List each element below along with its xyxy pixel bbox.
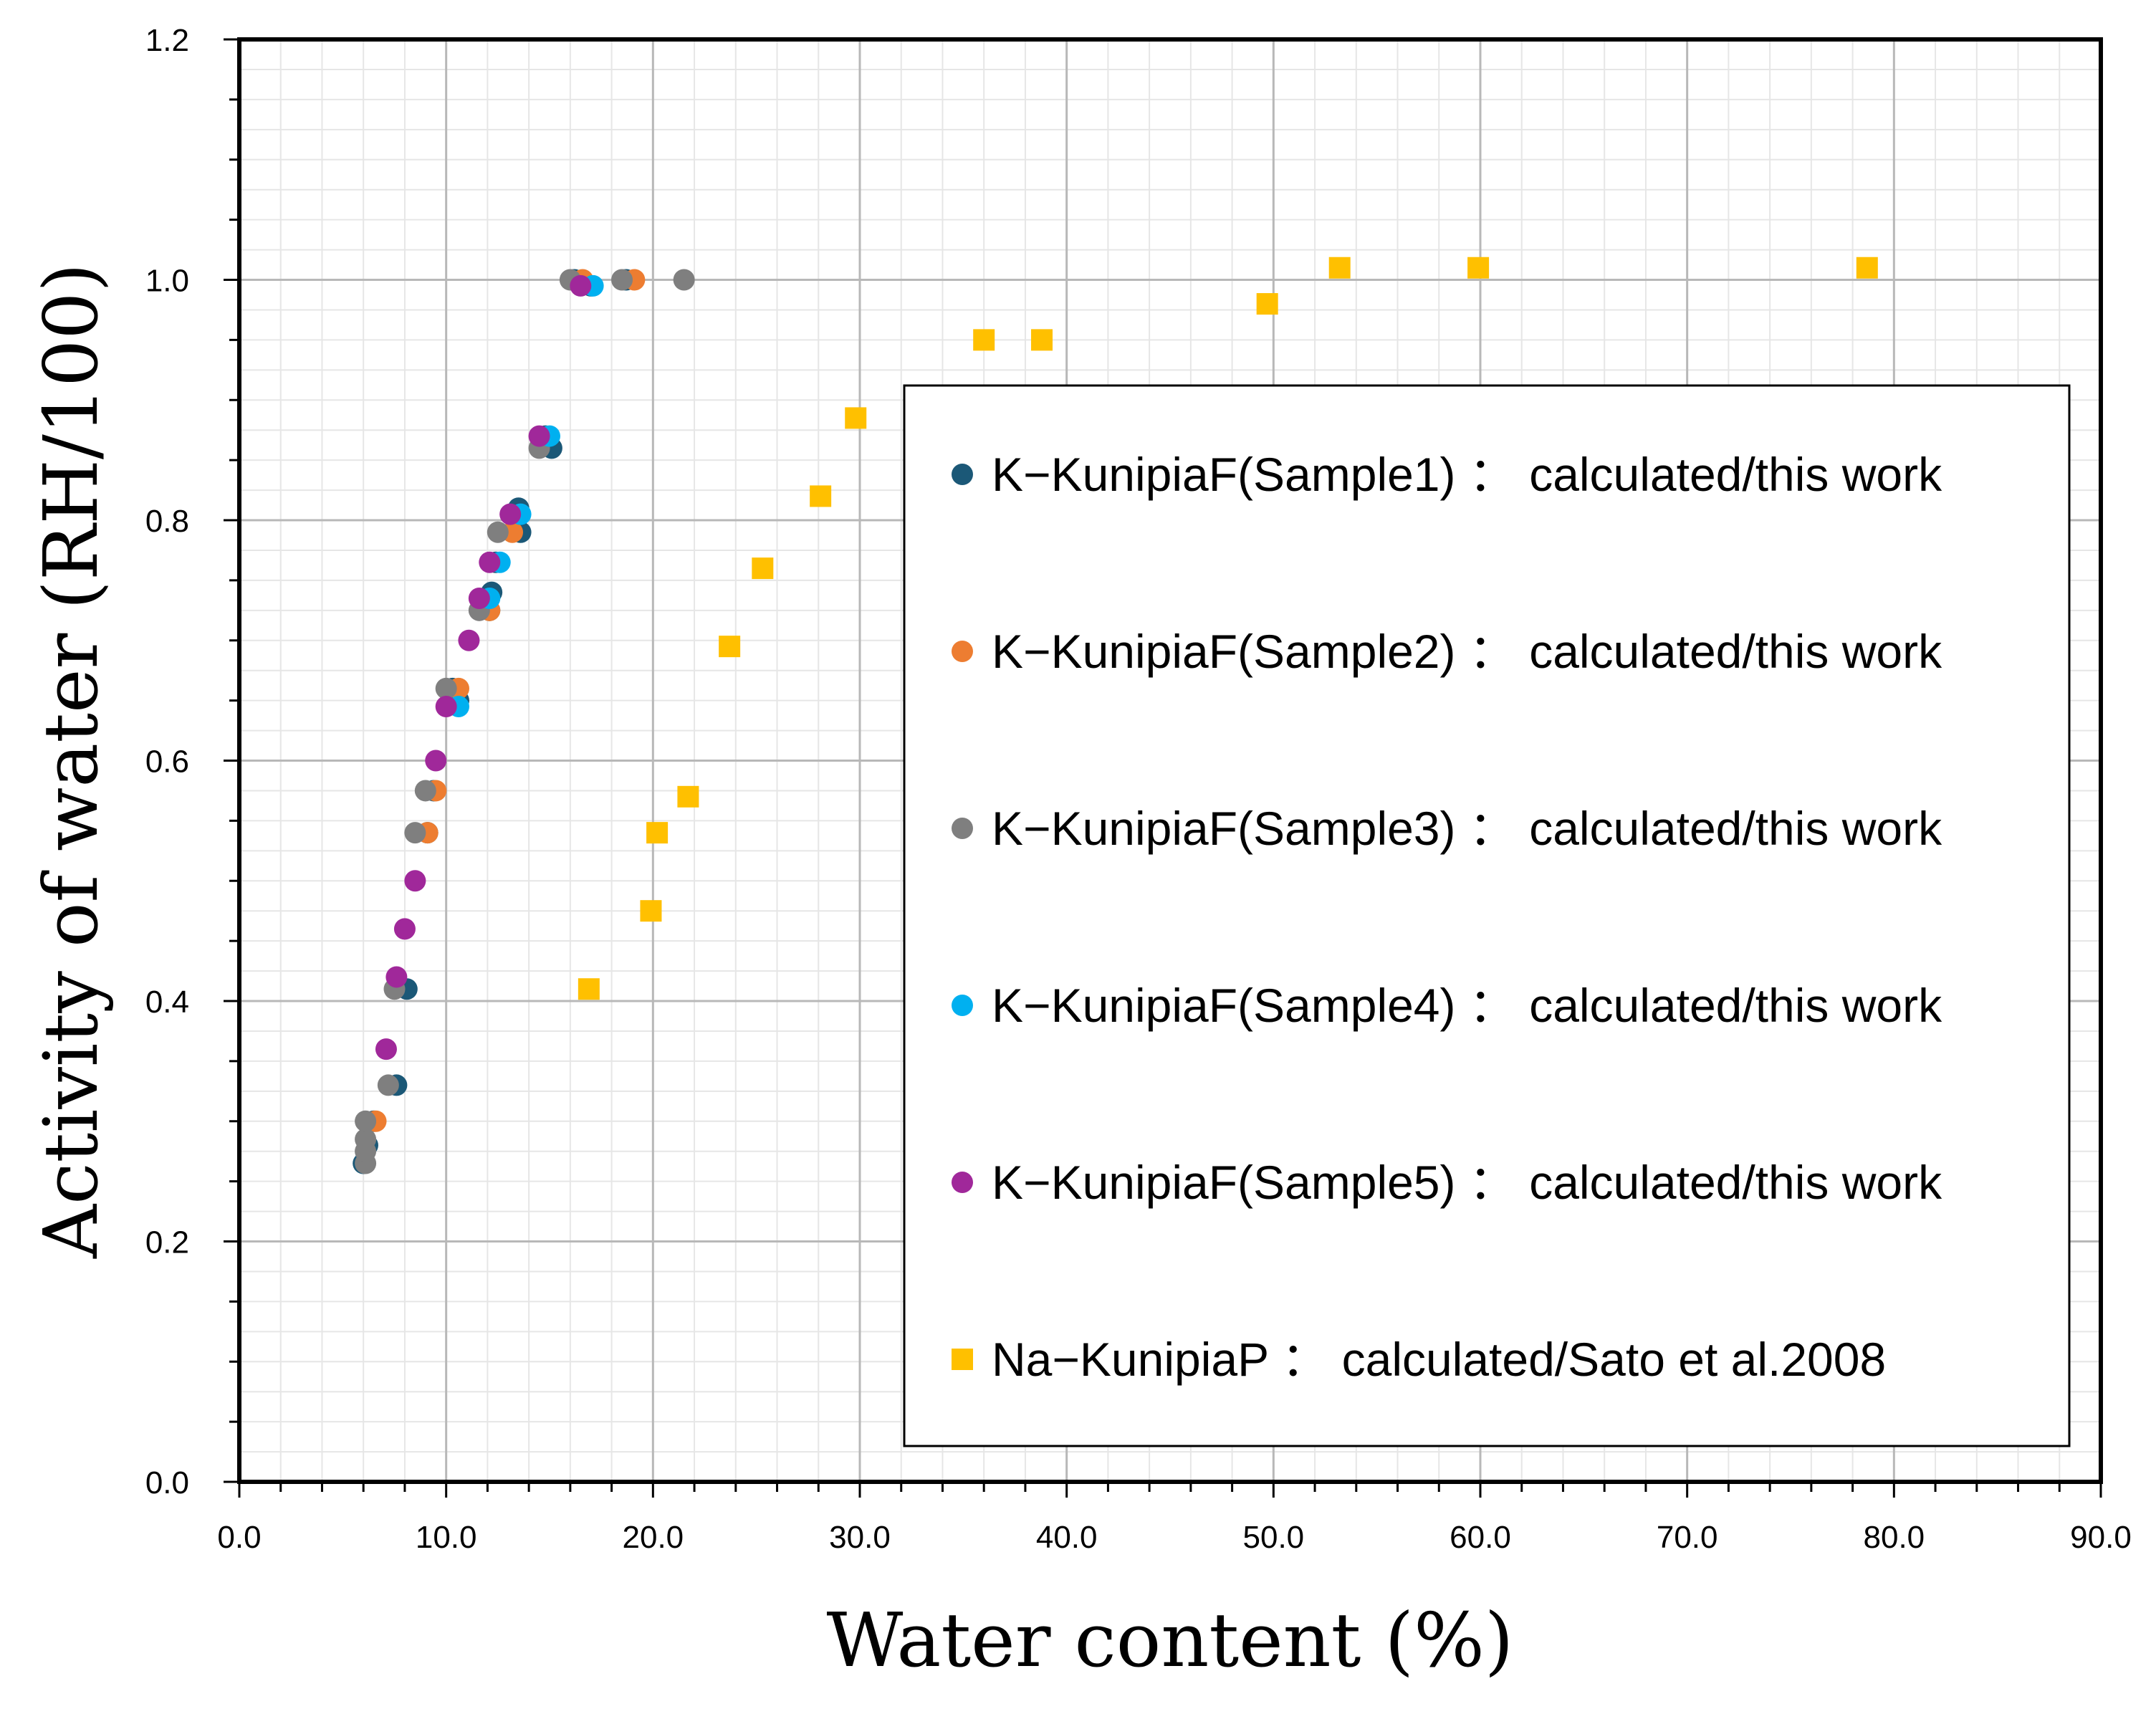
- legend-label-separator: ：: [1456, 802, 1530, 855]
- legend-label: K−KunipiaF(Sample2) ： calculated/this wo…: [992, 625, 1942, 678]
- data-point-square: [1031, 329, 1053, 351]
- x-tick-label: 10.0: [416, 1520, 477, 1555]
- data-point-circle: [435, 677, 457, 699]
- y-tick-label: 0.0: [145, 1465, 189, 1500]
- data-point-circle: [385, 966, 408, 988]
- data-point-circle: [673, 269, 695, 291]
- data-point-circle: [435, 696, 457, 718]
- x-tick-label: 90.0: [2070, 1520, 2132, 1555]
- data-point-circle: [404, 822, 426, 844]
- data-point-circle: [425, 750, 447, 772]
- y-tick-label: 0.4: [145, 985, 189, 1020]
- legend-label-main: K−KunipiaF(Sample2): [992, 625, 1456, 678]
- legend-label: K−KunipiaF(Sample3) ： calculated/this wo…: [992, 802, 1942, 855]
- legend-marker: [952, 464, 973, 485]
- x-tick-label: 60.0: [1450, 1520, 1511, 1555]
- legend-marker: [952, 1349, 973, 1370]
- data-point-circle: [355, 1128, 377, 1150]
- legend-label-suffix: calculated/this work: [1529, 625, 1942, 678]
- data-point-circle: [393, 918, 416, 940]
- legend-label: K−KunipiaF(Sample4) ： calculated/this wo…: [992, 979, 1942, 1032]
- y-tick-labels: 0.0 0.2 0.4 0.6 0.8 1.0 1.2: [145, 23, 189, 1500]
- data-points: [353, 257, 1878, 1174]
- legend-label-suffix: calculated/this work: [1529, 1156, 1942, 1209]
- data-point-square: [845, 407, 867, 429]
- legend-label: K−KunipiaF(Sample1) ： calculated/this wo…: [992, 448, 1942, 501]
- data-point-circle: [458, 629, 480, 651]
- legend-label-main: K−KunipiaF(Sample5): [992, 1156, 1456, 1209]
- data-point-square: [719, 636, 741, 658]
- x-tick-label: 20.0: [623, 1520, 684, 1555]
- x-tick-label: 30.0: [829, 1520, 891, 1555]
- legend-label-suffix: calculated/this work: [1529, 448, 1942, 501]
- data-point-square: [973, 329, 995, 351]
- legend-label-main: Na−KunipiaP: [992, 1333, 1268, 1386]
- data-point-square: [752, 557, 774, 580]
- x-tick-label: 50.0: [1243, 1520, 1305, 1555]
- y-tick-label: 0.6: [145, 745, 189, 780]
- data-point-square: [1328, 257, 1351, 279]
- legend-label-separator: ：: [1456, 979, 1530, 1032]
- x-tick-label: 0.0: [217, 1520, 261, 1555]
- data-point-circle: [355, 1110, 377, 1132]
- legend-label: Na−KunipiaP ： calculated/Sato et al.2008: [992, 1333, 1886, 1386]
- data-point-square: [646, 822, 669, 844]
- y-tick-label: 1.0: [145, 264, 189, 299]
- legend-label-separator: ：: [1456, 448, 1530, 501]
- data-point-circle: [528, 425, 550, 447]
- y-tick-label: 0.2: [145, 1225, 189, 1260]
- legend: K−KunipiaF(Sample1) ： calculated/this wo…: [903, 384, 2071, 1447]
- data-point-square: [1467, 257, 1490, 279]
- legend-box: [903, 384, 2071, 1447]
- data-point-circle: [499, 503, 522, 525]
- legend-label-separator: ：: [1456, 625, 1530, 678]
- data-point-circle: [611, 269, 633, 291]
- y-axis-title: Activity of water (RH/100): [27, 263, 115, 1259]
- legend-label-main: K−KunipiaF(Sample1): [992, 448, 1456, 501]
- legend-label-suffix: calculated/this work: [1529, 979, 1942, 1032]
- data-point-circle: [414, 780, 436, 802]
- data-point-square: [810, 485, 832, 507]
- legend-label-separator: ：: [1456, 1156, 1530, 1209]
- legend-label-suffix: calculated/this work: [1529, 802, 1942, 855]
- data-point-circle: [404, 870, 426, 892]
- x-tick-label: 80.0: [1864, 1520, 1925, 1555]
- data-point-square: [640, 900, 662, 922]
- data-point-circle: [375, 1038, 397, 1061]
- data-point-circle: [570, 274, 592, 297]
- legend-label-main: K−KunipiaF(Sample3): [992, 802, 1456, 855]
- legend-label: K−KunipiaF(Sample5) ： calculated/this wo…: [992, 1156, 1942, 1209]
- data-point-square: [677, 785, 699, 808]
- data-point-circle: [468, 588, 490, 610]
- legend-marker: [952, 1172, 973, 1193]
- data-point-square: [578, 978, 600, 1000]
- x-tick-labels: 0.0 10.0 20.0 30.0 40.0 50.0 60.0 70.0 80.0 90.0: [217, 1520, 2131, 1555]
- data-point-circle: [377, 1074, 399, 1096]
- legend-marker: [952, 818, 973, 839]
- legend-label-separator: ：: [1268, 1333, 1342, 1386]
- plot-area-frame: [237, 37, 2103, 1484]
- x-tick-label: 40.0: [1036, 1520, 1098, 1555]
- x-axis-title: Water content (%): [827, 1596, 1514, 1684]
- data-point-square: [1256, 293, 1278, 315]
- data-point-circle: [487, 521, 509, 543]
- data-point-square: [1856, 257, 1878, 279]
- legend-marker: [952, 641, 973, 662]
- legend-label-main: K−KunipiaF(Sample4): [992, 979, 1456, 1032]
- y-tick-label: 1.2: [145, 23, 189, 58]
- legend-label-suffix: calculated/Sato et al.2008: [1342, 1333, 1887, 1386]
- y-tick-label: 0.8: [145, 504, 189, 539]
- data-point-circle: [479, 551, 501, 573]
- legend-marker: [952, 995, 973, 1016]
- x-tick-label: 70.0: [1657, 1520, 1718, 1555]
